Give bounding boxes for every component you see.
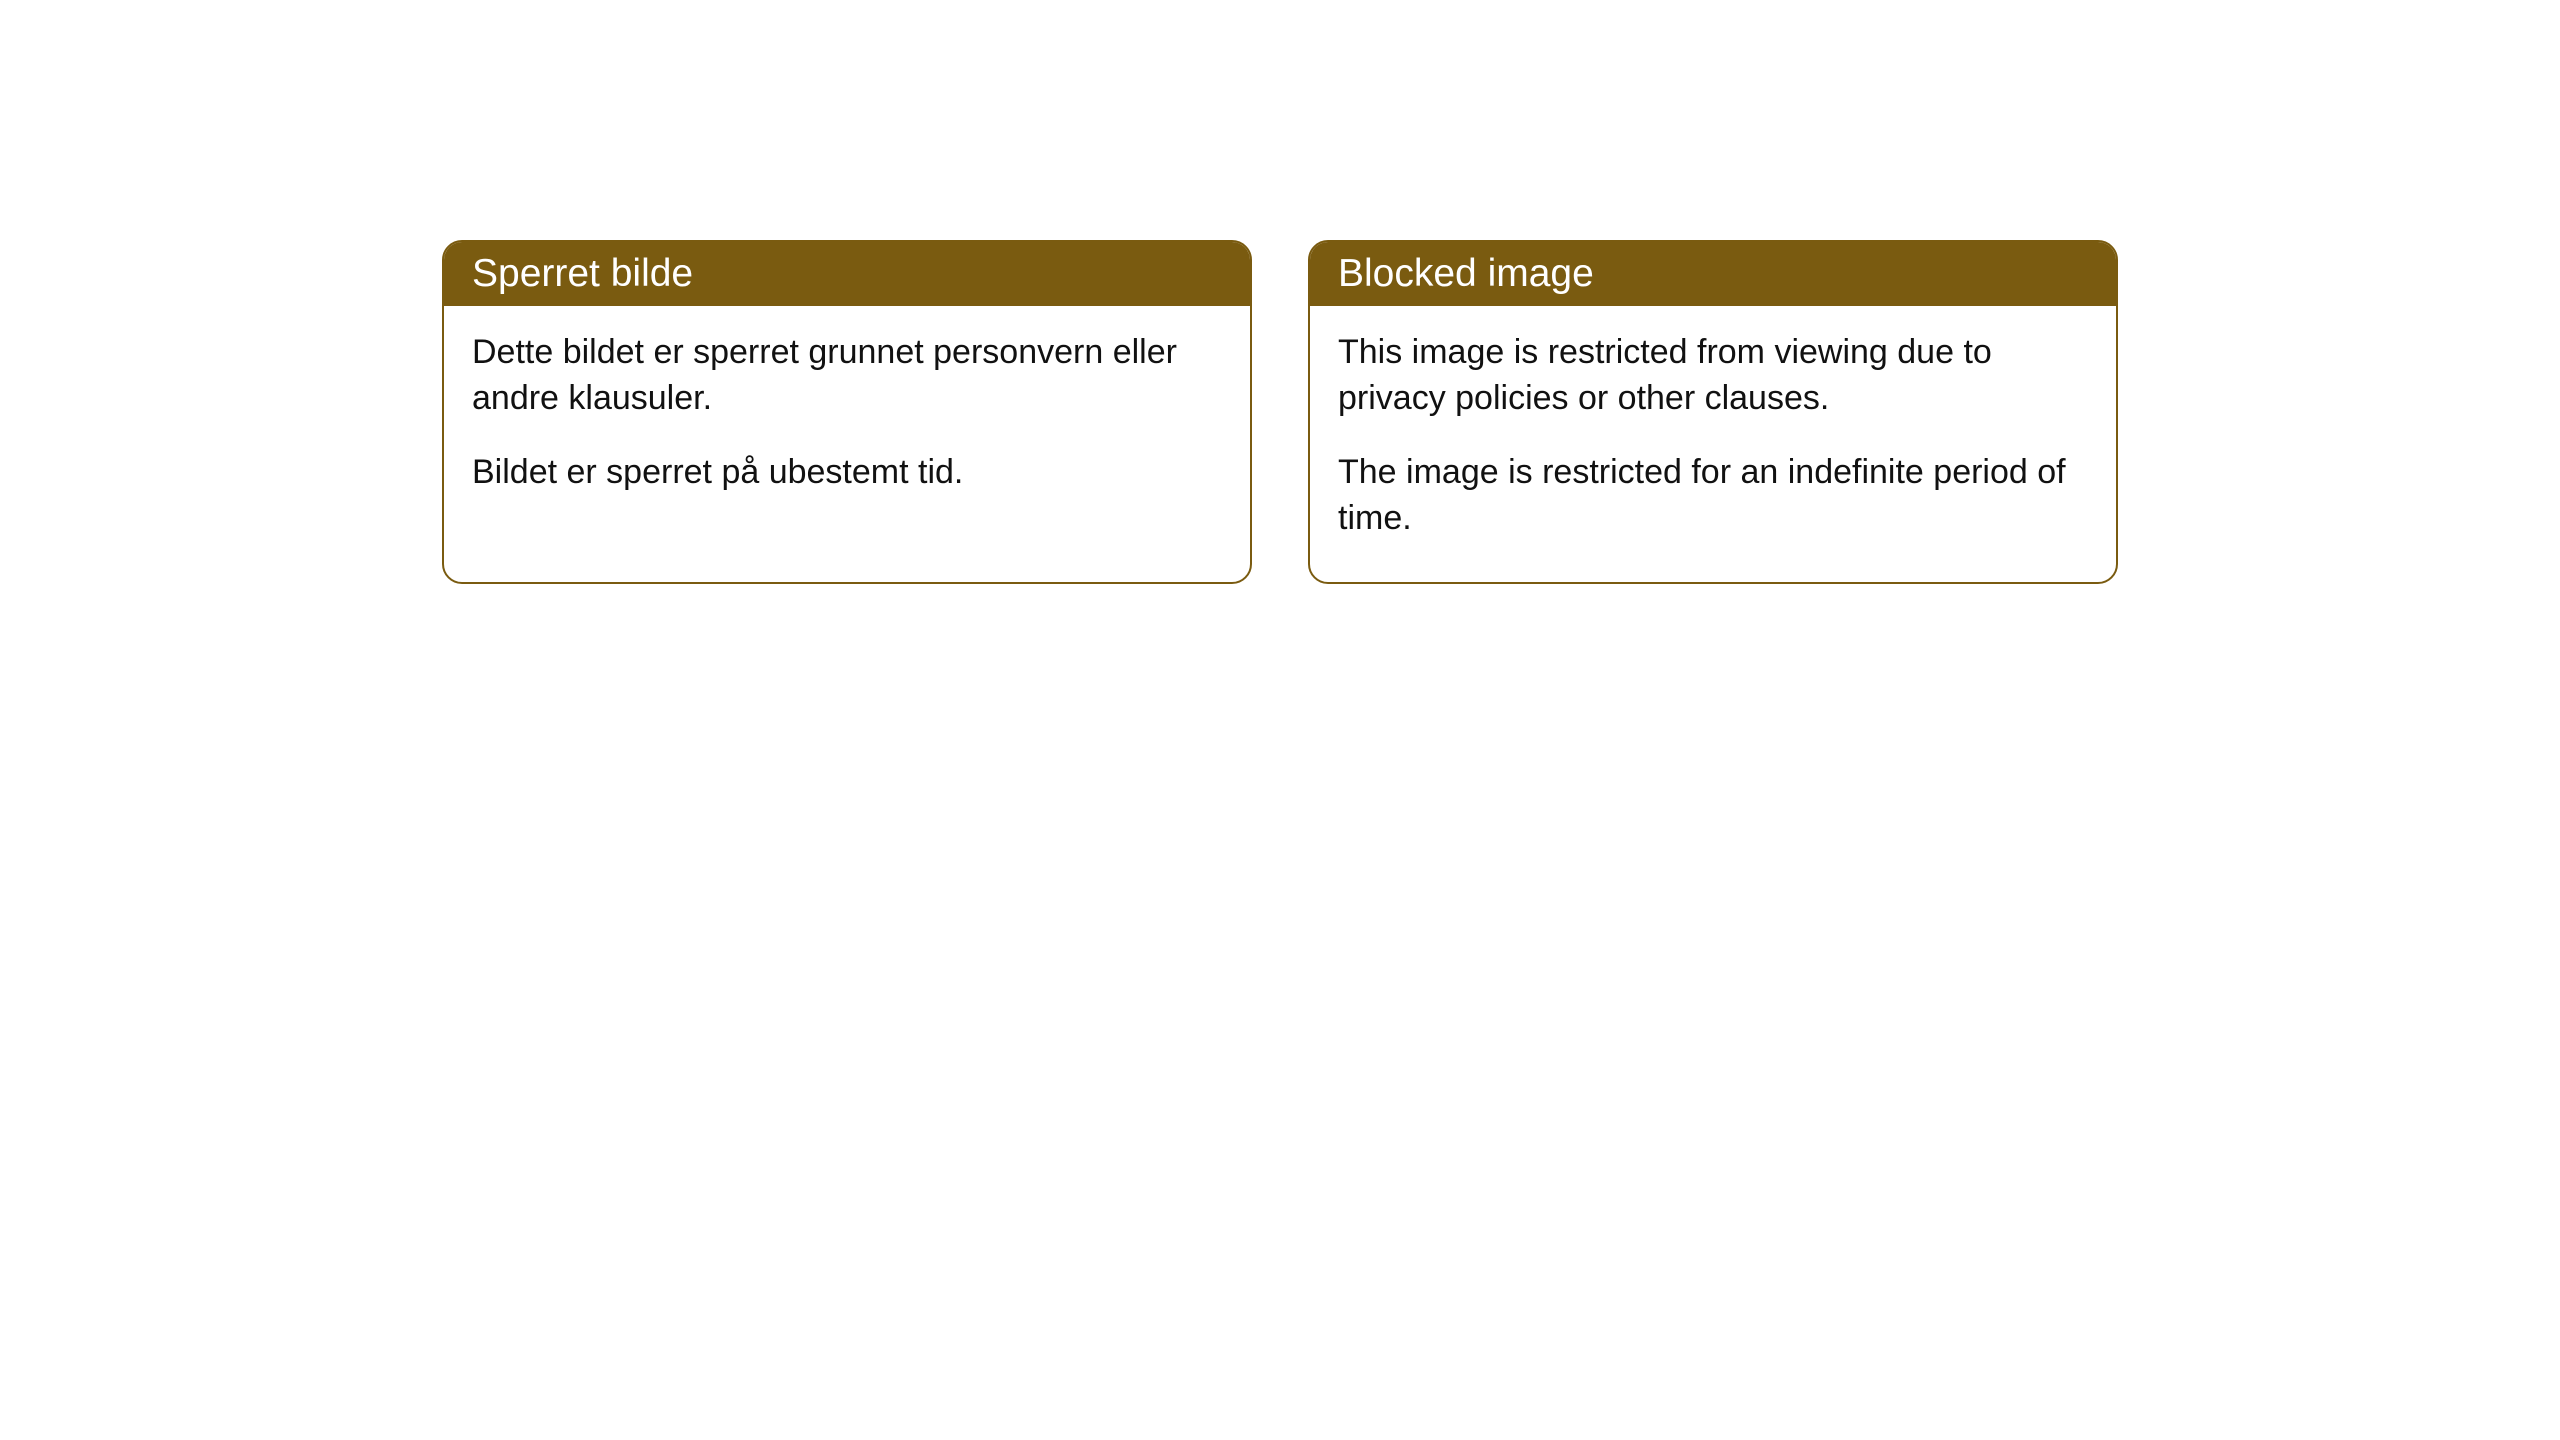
card-norwegian: Sperret bilde Dette bildet er sperret gr… xyxy=(442,240,1252,584)
card-header-english: Blocked image xyxy=(1310,242,2116,306)
cards-container: Sperret bilde Dette bildet er sperret gr… xyxy=(442,240,2118,584)
card-paragraph-2: The image is restricted for an indefinit… xyxy=(1338,450,2088,542)
card-header-norwegian: Sperret bilde xyxy=(444,242,1250,306)
card-body-english: This image is restricted from viewing du… xyxy=(1310,306,2116,582)
card-body-norwegian: Dette bildet er sperret grunnet personve… xyxy=(444,306,1250,536)
card-english: Blocked image This image is restricted f… xyxy=(1308,240,2118,584)
card-paragraph-2: Bildet er sperret på ubestemt tid. xyxy=(472,450,1222,496)
card-paragraph-1: Dette bildet er sperret grunnet personve… xyxy=(472,330,1222,422)
card-paragraph-1: This image is restricted from viewing du… xyxy=(1338,330,2088,422)
